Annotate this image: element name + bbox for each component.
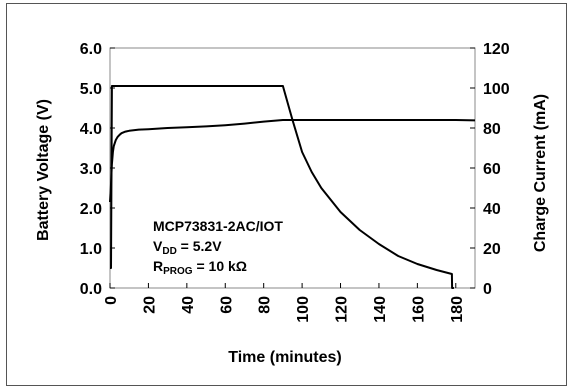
y-left-tick-label: 5.0 xyxy=(80,81,102,98)
y-right-tick-label: 100 xyxy=(483,81,510,98)
x-tick-label: 120 xyxy=(334,296,351,323)
y-left-tick-label: 2.0 xyxy=(80,201,102,218)
x-tick-label: 60 xyxy=(218,296,235,314)
y-right-tick-label: 60 xyxy=(483,161,501,178)
y-axis-label-left: Battery Voltage (V) xyxy=(35,99,52,241)
y-right-tick-label: 0 xyxy=(483,281,492,298)
y-right-tick-label: 20 xyxy=(483,241,501,258)
x-tick-label: 0 xyxy=(103,296,120,305)
y-right-tick-label: 120 xyxy=(483,41,510,58)
chart-annotation: MCP73831-2AC/IOT VDD = 5.2V RPROG = 10 k… xyxy=(153,218,283,277)
series-line-battery-voltage xyxy=(109,119,476,203)
y-left-tick-label: 6.0 xyxy=(80,41,102,58)
y-right-tick-label: 80 xyxy=(483,121,501,138)
y-left-tick-label: 4.0 xyxy=(80,121,102,138)
series-line-charge-current xyxy=(110,85,454,289)
annotation-line-1: MCP73831-2AC/IOT xyxy=(153,218,283,234)
y-left-tick-label: 3.0 xyxy=(80,161,102,178)
x-tick-label: 180 xyxy=(449,296,466,323)
x-axis-label: Time (minutes) xyxy=(228,349,342,366)
x-tick-label: 40 xyxy=(180,296,197,314)
annotation-line-2: VDD = 5.2V xyxy=(153,238,222,257)
x-tick-label: 80 xyxy=(257,296,274,314)
x-tick-label: 160 xyxy=(410,296,427,323)
y-axis-label-right: Charge Current (mA) xyxy=(532,94,549,252)
x-tick-label: 20 xyxy=(141,296,158,314)
y-right-tick-label: 40 xyxy=(483,201,501,218)
y-left-tick-label: 0.0 xyxy=(80,281,102,298)
x-tick-label: 100 xyxy=(295,296,312,323)
plot-area xyxy=(109,47,476,289)
x-tick-label: 140 xyxy=(372,296,389,323)
y-left-tick-label: 1.0 xyxy=(80,241,102,258)
annotation-line-3: RPROG = 10 kΩ xyxy=(153,258,247,277)
